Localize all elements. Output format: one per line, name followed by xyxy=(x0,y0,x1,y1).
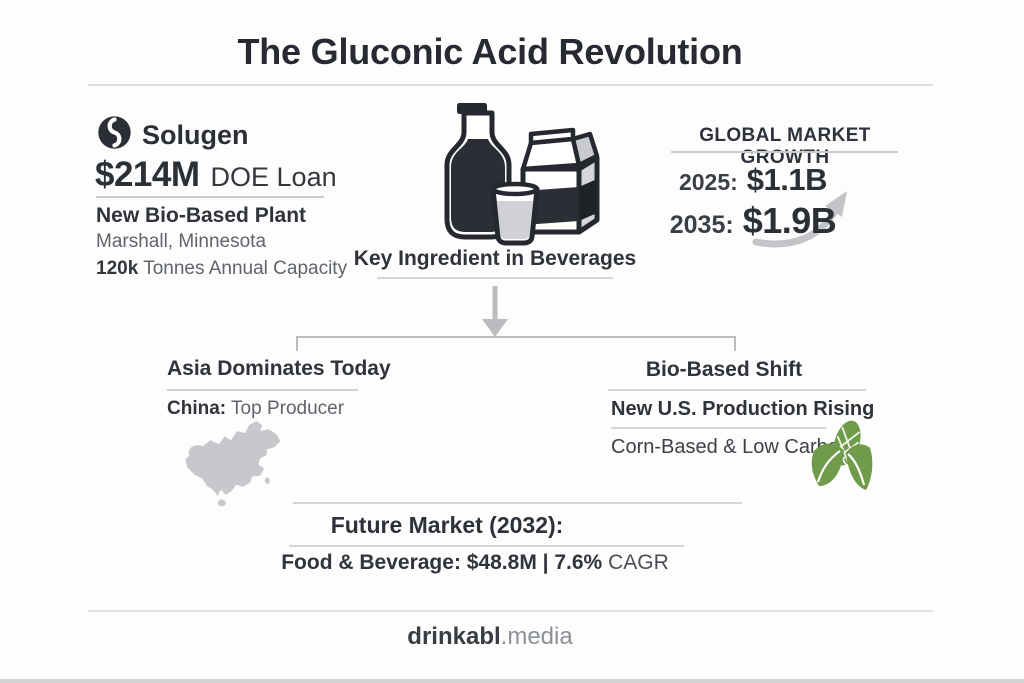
china-map-icon xyxy=(176,418,308,517)
future-detail-strong: Food & Beverage: $48.8M | 7.6% xyxy=(281,551,603,574)
caption-rule xyxy=(377,277,613,279)
capacity-label: Tonnes Annual Capacity xyxy=(138,258,348,279)
growth-arrow-icon xyxy=(752,190,862,255)
market-year: 2035: xyxy=(669,211,734,239)
market-row-2025: 2025: $1.1B xyxy=(678,162,828,198)
bottom-edge-strip xyxy=(0,679,1024,683)
asia-rule xyxy=(167,389,358,391)
bio-shift-heading: Bio-Based Shift xyxy=(645,358,803,381)
future-top-rule xyxy=(293,502,742,504)
market-growth-rows: 2025: $1.1B 2035: $1.9B xyxy=(628,162,878,242)
solugen-brand: Solugen xyxy=(142,119,249,150)
flow-down-arrow-icon xyxy=(481,286,509,343)
bio-line1-rule xyxy=(611,427,826,429)
bio-line2: Corn-Based & Low Carbon xyxy=(611,436,851,458)
capacity-value: 120k xyxy=(96,258,139,279)
title-rule xyxy=(88,84,933,86)
future-detail-cagr: CAGR xyxy=(602,551,669,574)
capacity-line: 120k Tonnes Annual Capacity xyxy=(96,258,347,280)
beverages-illustration xyxy=(427,101,607,251)
bio-line1: New U.S. Production Rising xyxy=(611,398,875,420)
future-heading-rule xyxy=(289,545,684,547)
plant-location: Marshall, Minnesota xyxy=(96,231,267,252)
market-row-2035: 2035: $1.9B xyxy=(670,200,837,242)
bio-shift-rule xyxy=(608,389,866,391)
loan-rule xyxy=(96,196,324,198)
solugen-logo-row: Solugen xyxy=(96,114,249,156)
beverages-caption: Key Ingredient in Beverages xyxy=(353,247,637,270)
solugen-logo-icon xyxy=(96,114,133,156)
future-heading: Future Market (2032): xyxy=(330,512,564,538)
china-line: China: Top Producer xyxy=(167,398,344,420)
china-detail: Top Producer xyxy=(226,398,345,419)
glass-icon xyxy=(490,181,540,246)
market-value: $1.9B xyxy=(742,200,837,241)
footer-suffix: .media xyxy=(500,623,573,650)
doe-loan-line: $214M DOE Loan xyxy=(95,155,337,195)
footer-brand-line: drinkabl.media xyxy=(0,623,980,651)
future-detail: Food & Beverage: $48.8M | 7.6% CAGR xyxy=(275,551,675,575)
loan-amount: $214M xyxy=(95,155,200,194)
market-growth-rule xyxy=(671,151,898,153)
page-title: The Gluconic Acid Revolution xyxy=(237,31,743,72)
footer-rule xyxy=(88,610,933,612)
plant-name: New Bio-Based Plant xyxy=(96,204,307,227)
corn-icon xyxy=(809,415,875,504)
market-value: $1.1B xyxy=(746,162,828,197)
footer-brand: drinkabl xyxy=(407,623,501,650)
loan-label: DOE Loan xyxy=(210,162,337,192)
china-country: China: xyxy=(167,398,227,419)
flow-split-bracket xyxy=(296,336,736,351)
market-year: 2025: xyxy=(678,169,738,195)
asia-heading: Asia Dominates Today xyxy=(167,357,391,380)
